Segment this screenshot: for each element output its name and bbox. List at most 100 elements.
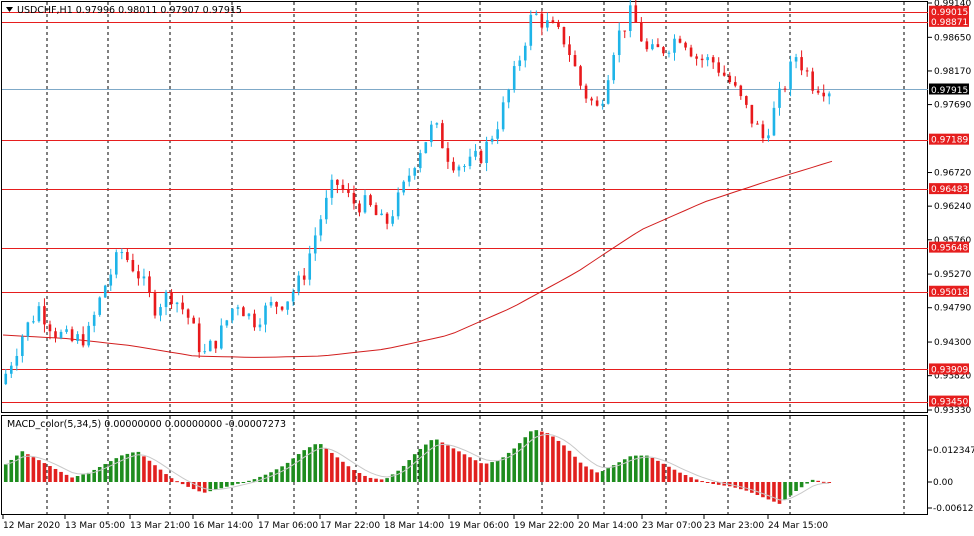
- candle-bear[interactable]: [43, 298, 46, 333]
- candle-bull[interactable]: [15, 348, 19, 371]
- candle-bear[interactable]: [148, 271, 151, 298]
- candle-bear[interactable]: [822, 84, 826, 102]
- candle-bear[interactable]: [126, 248, 129, 263]
- candle-bear[interactable]: [48, 320, 52, 340]
- candle-bear[interactable]: [280, 306, 284, 312]
- candle-bull[interactable]: [236, 304, 240, 316]
- candle-bear[interactable]: [634, 0, 638, 23]
- candle-bear[interactable]: [347, 183, 350, 198]
- candle-bear[interactable]: [374, 202, 378, 216]
- candle-bull[interactable]: [26, 321, 30, 341]
- candle-bull[interactable]: [159, 303, 162, 322]
- candle-bull[interactable]: [330, 174, 334, 205]
- candle-bear[interactable]: [805, 67, 809, 77]
- candle-bull[interactable]: [402, 180, 405, 196]
- candle-bull[interactable]: [490, 135, 494, 145]
- candle-bear[interactable]: [81, 326, 85, 348]
- candle-bull[interactable]: [9, 361, 13, 379]
- candle-bear[interactable]: [811, 67, 814, 94]
- candle-bear[interactable]: [192, 315, 195, 324]
- candle-bull[interactable]: [258, 318, 262, 332]
- candle-bull[interactable]: [606, 74, 610, 105]
- candle-bear[interactable]: [302, 267, 306, 286]
- candle-bull[interactable]: [612, 52, 615, 84]
- candle-bull[interactable]: [109, 268, 113, 292]
- candle-bull[interactable]: [380, 209, 383, 216]
- candle-bear[interactable]: [728, 72, 732, 84]
- candle-bear[interactable]: [783, 86, 787, 93]
- candle-bear[interactable]: [452, 157, 455, 173]
- candle-bear[interactable]: [562, 26, 566, 48]
- candle-bull[interactable]: [164, 289, 168, 316]
- candle-bear[interactable]: [214, 340, 218, 353]
- candle-bear[interactable]: [756, 120, 759, 125]
- candle-bear[interactable]: [186, 308, 190, 325]
- candle-bull[interactable]: [76, 331, 79, 344]
- candle-bear[interactable]: [181, 295, 184, 315]
- candle-bull[interactable]: [430, 120, 433, 147]
- candle-bear[interactable]: [800, 50, 803, 76]
- candle-bull[interactable]: [496, 121, 499, 144]
- candle-bear[interactable]: [739, 84, 743, 100]
- candle-bull[interactable]: [457, 164, 461, 177]
- candle-bull[interactable]: [87, 321, 90, 348]
- candle-bear[interactable]: [573, 50, 577, 67]
- candle-bear[interactable]: [579, 64, 582, 90]
- candle-bear[interactable]: [170, 289, 173, 310]
- candle-bull[interactable]: [4, 369, 8, 386]
- candle-bull[interactable]: [391, 210, 394, 227]
- candle-bear[interactable]: [242, 305, 245, 317]
- candle-bull[interactable]: [269, 296, 273, 308]
- candle-bull[interactable]: [601, 99, 604, 110]
- candle-bull[interactable]: [424, 141, 428, 154]
- candle-bull[interactable]: [37, 302, 41, 323]
- candle-bull[interactable]: [175, 301, 179, 313]
- candle-bear[interactable]: [711, 55, 715, 69]
- candle-bear[interactable]: [761, 120, 765, 143]
- candle-bull[interactable]: [21, 334, 24, 363]
- candle-bull[interactable]: [474, 144, 477, 161]
- candle-bull[interactable]: [363, 189, 367, 214]
- candle-bull[interactable]: [313, 227, 317, 261]
- candle-bull[interactable]: [673, 34, 676, 61]
- candle-bull[interactable]: [651, 39, 654, 51]
- candle-bull[interactable]: [407, 168, 411, 187]
- candle-bear[interactable]: [153, 289, 157, 319]
- candle-bear[interactable]: [662, 46, 665, 57]
- candle-bull[interactable]: [767, 128, 770, 142]
- candle-bear[interactable]: [623, 30, 627, 39]
- candle-bear[interactable]: [131, 253, 135, 273]
- candle-bull[interactable]: [247, 312, 251, 320]
- candle-bull[interactable]: [706, 54, 709, 67]
- candle-bear[interactable]: [568, 36, 571, 62]
- candle-bull[interactable]: [286, 301, 289, 315]
- candle-bear[interactable]: [540, 10, 544, 36]
- candle-bear[interactable]: [369, 193, 372, 207]
- triangle-down-icon[interactable]: [6, 7, 13, 12]
- time-axis[interactable]: 12 Mar 2020 13 Mar 05:00 13 Mar 21:00 16 Ma…: [2, 515, 828, 531]
- candle-bull[interactable]: [231, 308, 234, 324]
- candle-bull[interactable]: [65, 325, 68, 334]
- candle-bear[interactable]: [446, 142, 450, 169]
- candle-bull[interactable]: [507, 88, 510, 109]
- candle-bear[interactable]: [70, 326, 74, 343]
- candlesticks[interactable]: [4, 0, 831, 386]
- candle-bull[interactable]: [98, 296, 102, 317]
- candle-bull[interactable]: [463, 164, 466, 172]
- candle-bear[interactable]: [722, 65, 726, 77]
- candle-bear[interactable]: [557, 19, 560, 30]
- candle-bear[interactable]: [551, 16, 555, 24]
- candle-bull[interactable]: [535, 10, 538, 16]
- candle-bear[interactable]: [700, 54, 704, 68]
- candle-bear[interactable]: [352, 185, 356, 210]
- candle-bull[interactable]: [512, 60, 516, 93]
- candle-bear[interactable]: [733, 76, 737, 88]
- price-axis[interactable]: 0.99140 0.98650 0.98170 0.97690 0.96720 0.962…: [928, 0, 971, 416]
- candle-bear[interactable]: [358, 200, 361, 217]
- candle-bear[interactable]: [678, 35, 682, 44]
- candle-bear[interactable]: [341, 179, 345, 194]
- candle-bear[interactable]: [689, 44, 693, 58]
- candle-bear[interactable]: [645, 38, 649, 52]
- candle-bear[interactable]: [717, 57, 721, 77]
